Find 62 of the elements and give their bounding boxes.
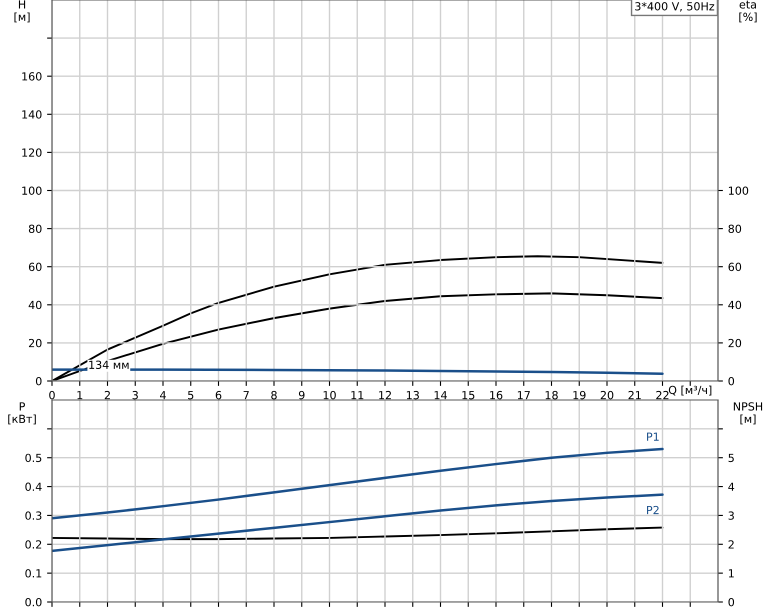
x-tick-label: 4 [160, 391, 166, 400]
y2-axis-title: eta [%] [739, 0, 757, 22]
x-tick-label: 12 [379, 390, 391, 400]
line-series [52, 493, 664, 552]
y2-tick-label: 60 [728, 262, 742, 272]
annotation: 134 мм [89, 360, 129, 369]
y2-tick-label: 4 [728, 482, 734, 491]
x-tick-label: 10 [324, 390, 336, 400]
x-tick-label: 5 [188, 391, 194, 400]
x-tick-label: 8 [271, 390, 277, 400]
x-tick-label: 2 [104, 390, 110, 400]
y2-axis-title: NPSH [м] [734, 402, 762, 424]
y-tick-label: 160 [22, 72, 42, 81]
x-tick-label: 20 [600, 390, 614, 400]
x-tick-label: 16 [490, 390, 502, 400]
x-tick-label: 22 [656, 390, 668, 400]
y-tick-label: 0.3 [25, 511, 42, 520]
x-tick-label: 7 [244, 391, 249, 400]
x-tick-label: 9 [298, 390, 305, 400]
y2-tick-label: 1 [728, 569, 734, 578]
x-tick-label: 19 [573, 390, 586, 400]
y-axis-title: H [м] [14, 0, 30, 22]
y-tick-label: 80 [28, 224, 42, 233]
x-axis-title: Q [м³/ч] [668, 386, 712, 396]
x-tick-label: 18 [546, 390, 558, 400]
y-tick-label: 0.5 [25, 454, 42, 462]
x-tick-label: 14 [434, 391, 447, 400]
y2-tick-label: 0 [728, 598, 734, 606]
y-tick-label: 100 [22, 186, 42, 195]
x-tick-label: 1 [77, 391, 82, 400]
y-tick-label: 140 [22, 110, 42, 119]
x-tick-label: 15 [462, 391, 474, 400]
y-tick-label: 20 [28, 338, 42, 348]
y-tick-label: 0.0 [25, 598, 42, 606]
x-tick-label: 21 [628, 390, 641, 400]
x-tick-label: 13 [406, 390, 419, 400]
y2-tick-label: 3 [728, 511, 734, 520]
y2-tick-label: 100 [728, 186, 748, 195]
y-tick-label: 0.2 [25, 540, 42, 549]
y2-tick-label: 5 [728, 454, 734, 462]
chart-title: 3*400 V, 50Hz [635, 2, 714, 12]
y-tick-label: 40 [28, 300, 42, 310]
line-series [52, 448, 664, 520]
series-label: P2 [647, 506, 659, 514]
x-tick-label: 11 [351, 391, 364, 400]
y-tick-label: 60 [28, 262, 42, 272]
y-tick-label: 0 [36, 376, 42, 386]
series-label: P1 [647, 432, 659, 441]
x-tick-label: 3 [132, 390, 138, 400]
y-tick-label: 0.4 [25, 482, 42, 491]
y-axis-title: P [кВт] [8, 402, 36, 424]
y-tick-label: 0.1 [25, 569, 42, 578]
y2-tick-label: 80 [728, 224, 742, 233]
y2-tick-label: 0 [728, 376, 734, 386]
y-tick-label: 120 [22, 148, 42, 157]
y2-tick-label: 20 [728, 338, 742, 348]
x-tick-label: 0 [49, 390, 55, 400]
line-series [52, 526, 664, 540]
x-tick-label: 17 [518, 391, 530, 400]
y2-tick-label: 2 [728, 540, 734, 549]
x-tick-label: 6 [216, 390, 222, 400]
y2-tick-label: 40 [728, 300, 742, 310]
